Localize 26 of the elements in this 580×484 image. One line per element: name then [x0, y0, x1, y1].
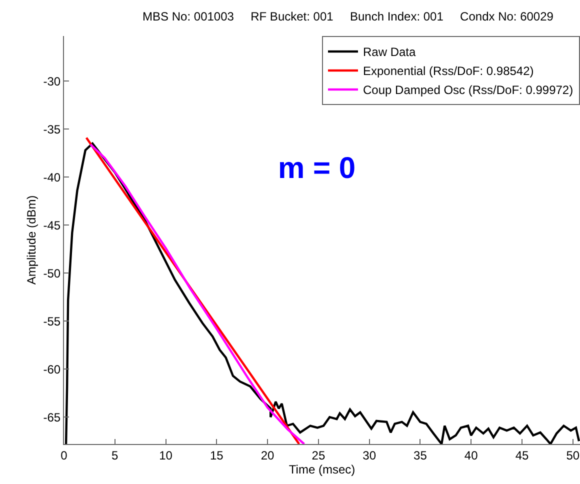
x-tick-label: 35 [414, 448, 428, 462]
x-tick-label: 30 [362, 448, 376, 462]
x-tick-label: 5 [112, 448, 119, 462]
y-tick-label: -45 [43, 218, 61, 232]
y-tick-label: -35 [43, 122, 61, 136]
chart-title: MBS No: 001003 RF Bucket: 001 Bunch Index: 001 Condx No: 60029 [142, 10, 554, 24]
x-tick-label: 45 [515, 448, 529, 462]
annotation: m = 0 [278, 152, 356, 185]
y-tick-label: -40 [43, 170, 61, 184]
x-tick-label: 10 [159, 448, 173, 462]
y-axis-title: Amplitude (dBm) [24, 195, 39, 285]
legend-label: Coup Damped Osc (Rss/DoF: 0.99972) [363, 83, 574, 98]
y-tick-label: -65 [43, 410, 61, 424]
x-tick-label: 50 [566, 448, 580, 462]
legend-label: Exponential (Rss/DoF: 0.98542) [363, 64, 534, 78]
y-tick-label: -60 [43, 362, 61, 376]
legend-label: Raw Data [363, 45, 416, 60]
x-tick-label: 15 [210, 448, 224, 462]
x-tick-label: 40 [464, 448, 478, 462]
x-tick-label: 0 [60, 448, 68, 462]
y-tick-label: -30 [43, 74, 61, 88]
y-tick-label: -55 [43, 314, 61, 328]
x-tick-label: 25 [312, 448, 326, 462]
x-tick-label: 20 [260, 448, 275, 462]
y-tick-label: -50 [43, 266, 61, 280]
x-axis-title: Time (msec) [288, 462, 356, 476]
